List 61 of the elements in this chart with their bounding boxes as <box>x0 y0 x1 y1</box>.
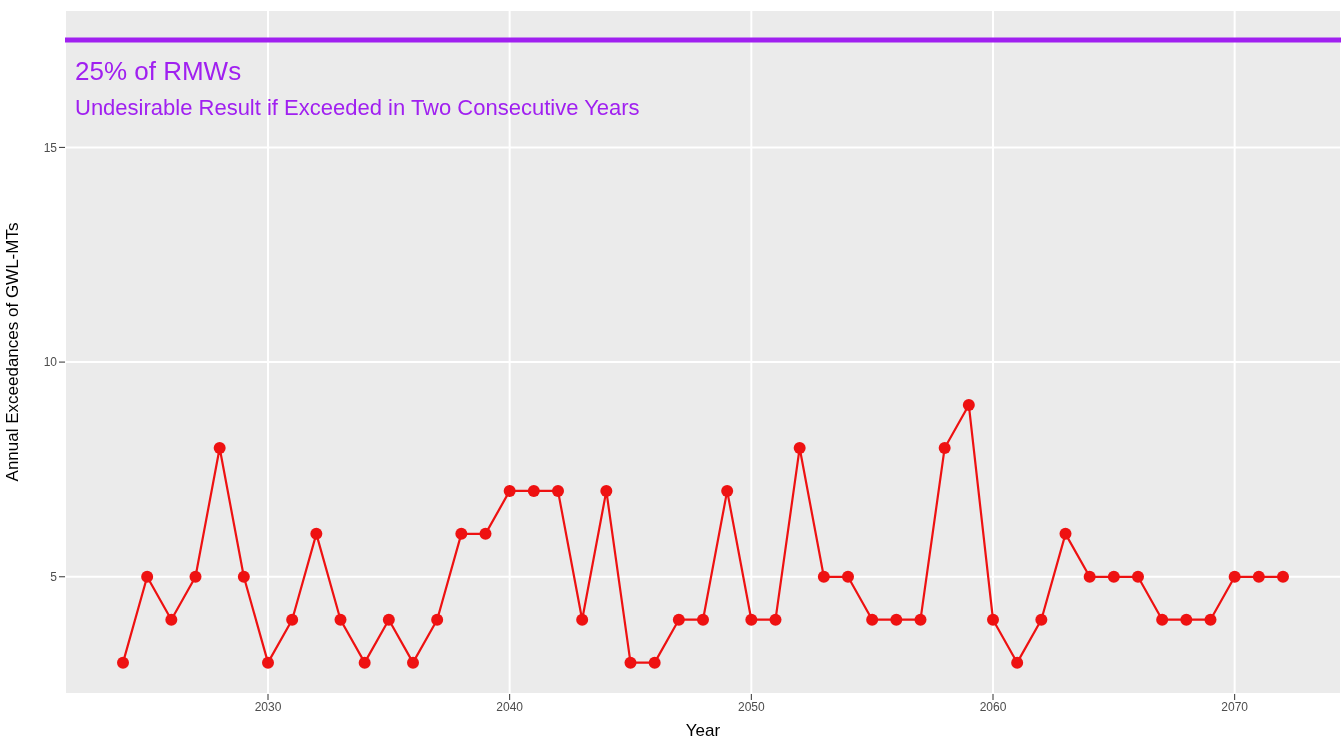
point <box>1156 613 1169 626</box>
point <box>962 399 975 412</box>
point <box>1035 613 1048 626</box>
point <box>745 613 758 626</box>
point <box>189 570 202 583</box>
x-axis-title: Year <box>685 721 721 740</box>
point <box>1180 613 1193 626</box>
point <box>358 656 371 669</box>
y-tick-label: 10 <box>43 355 58 370</box>
point <box>141 570 154 583</box>
point <box>1059 527 1072 540</box>
x-tick-label: 2040 <box>496 699 524 714</box>
point <box>503 484 516 497</box>
point <box>334 613 347 626</box>
point <box>914 613 927 626</box>
point <box>1011 656 1024 669</box>
point <box>600 484 613 497</box>
y-tick-label: 15 <box>43 140 58 155</box>
point <box>793 441 806 454</box>
point <box>576 613 589 626</box>
point <box>479 527 492 540</box>
point <box>431 613 444 626</box>
point <box>721 484 734 497</box>
point <box>648 656 661 669</box>
y-tick-label: 5 <box>50 570 58 585</box>
point <box>165 613 178 626</box>
point <box>987 613 999 626</box>
x-tick-label: 2030 <box>254 699 282 714</box>
point <box>382 613 395 626</box>
point <box>1277 570 1289 583</box>
point <box>866 613 879 626</box>
point <box>769 613 782 626</box>
point <box>842 570 854 583</box>
point <box>1083 570 1096 583</box>
y-axis-title: Annual Exceedances of GWL-MTs <box>3 222 23 482</box>
x-tick-label: 2070 <box>1221 699 1249 714</box>
point <box>890 613 903 626</box>
point <box>213 441 226 454</box>
point <box>1228 570 1241 583</box>
x-tick-label: 2050 <box>737 699 765 714</box>
point <box>938 441 951 454</box>
point <box>117 656 129 669</box>
x-tick-label: 2060 <box>979 699 1007 714</box>
ref-line-label: 25% of RMWs <box>75 56 242 87</box>
point <box>817 570 830 583</box>
point <box>286 613 299 626</box>
point <box>672 613 685 626</box>
point <box>1252 570 1265 583</box>
point <box>552 484 564 497</box>
point <box>1132 570 1144 583</box>
point <box>262 656 274 669</box>
point <box>697 613 709 626</box>
point <box>1204 613 1217 626</box>
point <box>527 484 540 497</box>
point <box>624 656 637 669</box>
annotation: Undesirable Result if Exceeded in Two Consecutive Years <box>75 95 640 121</box>
point <box>237 570 250 583</box>
point <box>407 656 419 669</box>
point <box>455 527 468 540</box>
point <box>1107 570 1120 583</box>
point <box>310 527 323 540</box>
